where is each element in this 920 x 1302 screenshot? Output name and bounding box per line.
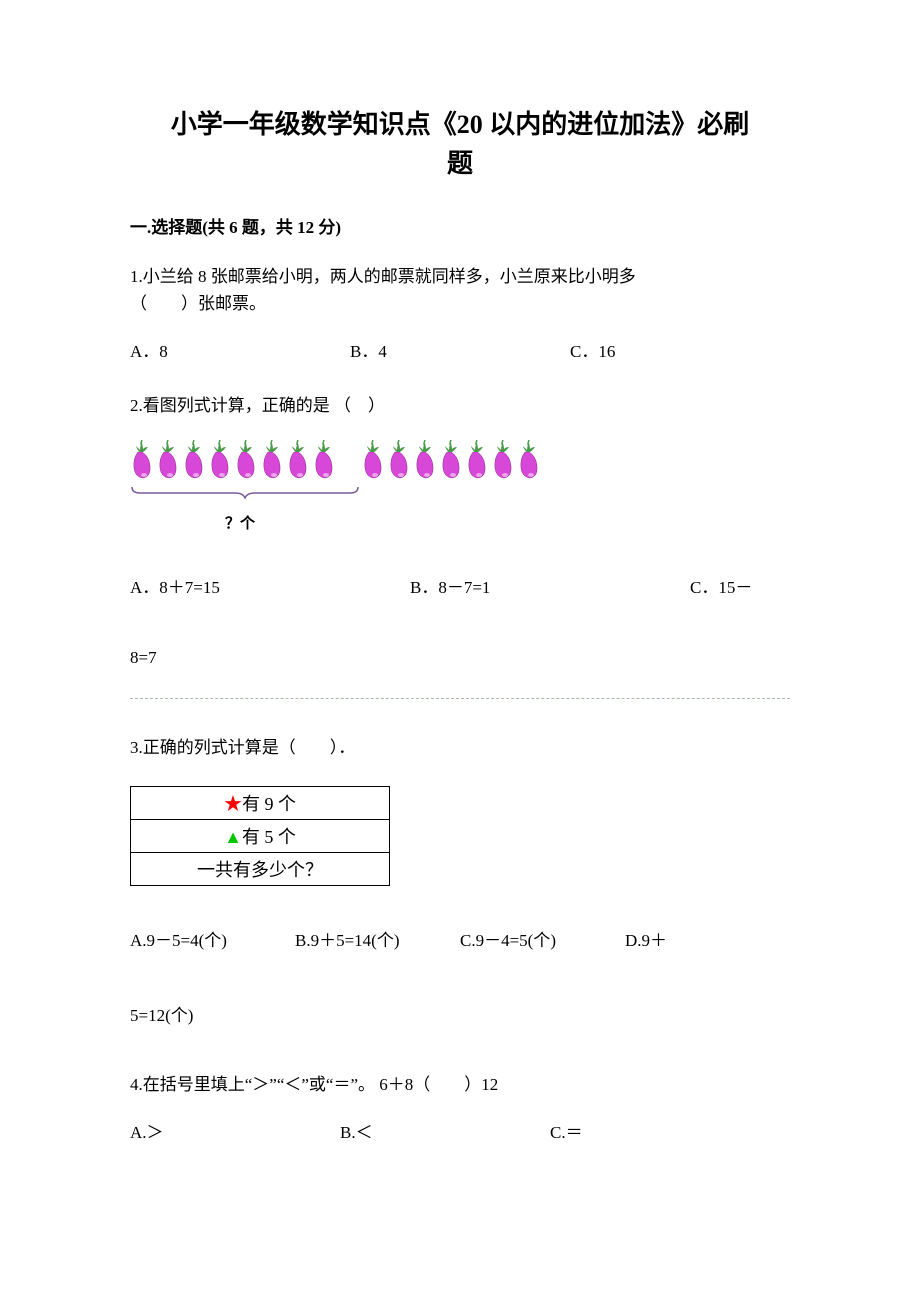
q2-option-c: C．15－ xyxy=(690,573,790,598)
q2-options: A．8＋7=15 B．8－7=1 C．15－ xyxy=(130,573,790,598)
section-header: 一.选择题(共 6 题，共 12 分) xyxy=(130,213,790,238)
eggplant-icon xyxy=(517,440,541,480)
eggplant-icon xyxy=(413,440,437,480)
eggplant-icon xyxy=(182,440,206,480)
q3-option-d: D.9＋ xyxy=(625,926,790,951)
q1-option-a: A．8 xyxy=(130,337,350,362)
q4-option-b: B.＜ xyxy=(340,1118,550,1143)
q3-row1-text: 有 9 个 xyxy=(242,794,296,814)
q3-table: ★有 9 个 ▲有 5 个 一共有多少个？ xyxy=(130,786,390,886)
eggplant-figure xyxy=(130,440,790,480)
divider xyxy=(130,698,790,699)
q3-option-d-tail: 5=12(个) xyxy=(130,1001,790,1026)
q2-option-a: A．8＋7=15 xyxy=(130,573,410,598)
title-line-1: 小学一年级数学知识点《20 以内的进位加法》必刷 xyxy=(171,110,750,139)
eggplant-icon xyxy=(387,440,411,480)
q3-options: A.9－5=4(个) B.9＋5=14(个) C.9－4=5(个) D.9＋ xyxy=(130,926,790,951)
star-icon: ★ xyxy=(224,794,242,814)
table-row: 一共有多少个？ xyxy=(131,852,390,885)
eggplant-icon xyxy=(208,440,232,480)
q3-row3: 一共有多少个？ xyxy=(131,852,390,885)
q2-option-b: B．8－7=1 xyxy=(410,573,690,598)
q1-line1: 1.小兰给 8 张邮票给小明，两人的邮票就同样多，小兰原来比小明多 xyxy=(130,267,636,286)
q3-row1: ★有 9 个 xyxy=(131,786,390,819)
document-title: 小学一年级数学知识点《20 以内的进位加法》必刷 题 xyxy=(130,105,790,183)
eggplant-group-1 xyxy=(130,440,336,480)
eggplant-icon xyxy=(156,440,180,480)
table-row: ▲有 5 个 xyxy=(131,819,390,852)
table-row: ★有 9 个 xyxy=(131,786,390,819)
eggplant-icon xyxy=(361,440,385,480)
q3-option-b: B.9＋5=14(个) xyxy=(295,926,460,951)
q4-option-c: C.＝ xyxy=(550,1118,760,1143)
q2-option-c-tail: 8=7 xyxy=(130,648,790,668)
eggplant-icon xyxy=(312,440,336,480)
q3-row2-text: 有 5 个 xyxy=(242,827,296,847)
eggplant-icon xyxy=(130,440,154,480)
q4-option-a: A.＞ xyxy=(130,1118,340,1143)
question-3: 3.正确的列式计算是（ ）． xyxy=(130,734,790,761)
eggplant-icon xyxy=(234,440,258,480)
q1-option-b: B．4 xyxy=(350,337,570,362)
eggplant-icon xyxy=(439,440,463,480)
question-4: 4.在括号里填上“＞”“＜”或“＝”。 6＋8（ ）12 xyxy=(130,1071,790,1098)
q1-options: A．8 B．4 C．16 xyxy=(130,337,790,362)
count-label: ？个 xyxy=(225,512,790,533)
eggplant-icon xyxy=(260,440,284,480)
q1-line2: （ ）张邮票。 xyxy=(130,294,266,313)
question-2: 2.看图列式计算，正确的是 （ ） xyxy=(130,392,790,419)
q3-option-a: A.9－5=4(个) xyxy=(130,926,295,951)
triangle-icon: ▲ xyxy=(224,827,242,847)
brace xyxy=(130,485,790,504)
eggplant-icon xyxy=(286,440,310,480)
eggplant-icon xyxy=(465,440,489,480)
eggplant-icon xyxy=(491,440,515,480)
q4-options: A.＞ B.＜ C.＝ xyxy=(130,1118,790,1143)
eggplant-group-2 xyxy=(361,440,541,480)
question-1: 1.小兰给 8 张邮票给小明，两人的邮票就同样多，小兰原来比小明多 （ ）张邮票… xyxy=(130,263,790,317)
q3-option-c: C.9－4=5(个) xyxy=(460,926,625,951)
q1-option-c: C．16 xyxy=(570,337,790,362)
title-line-2: 题 xyxy=(447,149,473,178)
q3-row2: ▲有 5 个 xyxy=(131,819,390,852)
